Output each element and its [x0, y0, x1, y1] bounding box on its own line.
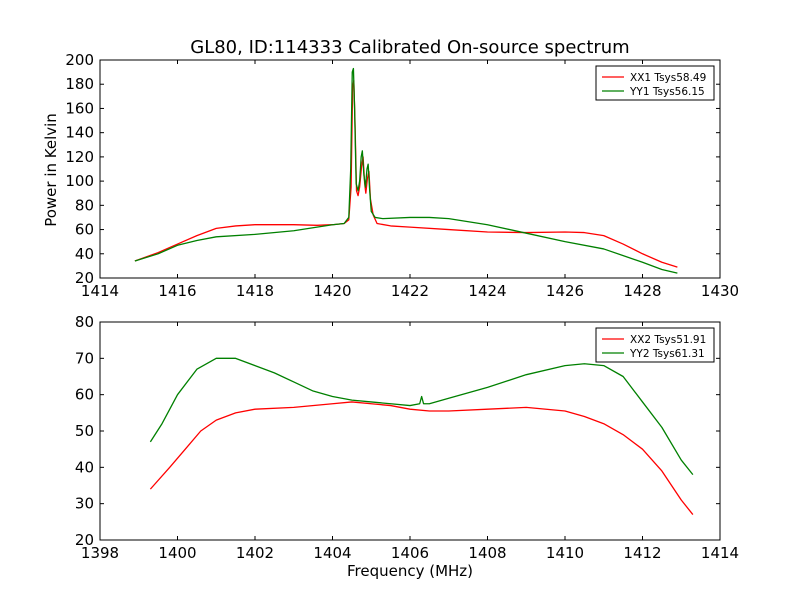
y-tick-label: 20 — [75, 531, 94, 549]
figure-title: GL80, ID:114333 Calibrated On-source spe… — [190, 37, 629, 58]
x-tick-label: 1430 — [701, 282, 739, 300]
y-tick-label: 80 — [75, 313, 94, 331]
y-tick-label: 50 — [75, 422, 94, 440]
x-tick-label: 1400 — [158, 544, 196, 562]
x-tick-label: 1402 — [236, 544, 274, 562]
x-tick-label: 1424 — [468, 282, 506, 300]
x-tick-label: 1408 — [468, 544, 506, 562]
top-plot: 1414 1416 1418 1420 1422 1424 1426 1428 1430 20 40… — [65, 51, 739, 300]
y-tick-label: 60 — [75, 221, 94, 239]
y-tick-label: 20 — [75, 269, 94, 287]
x-tick-label: 1428 — [623, 282, 661, 300]
x-tick-label: 1412 — [623, 544, 661, 562]
legend-entry: XX1 Tsys58.49 — [630, 72, 706, 84]
x-tick-label: 1416 — [158, 282, 196, 300]
series-line-2-1 — [149, 401, 694, 515]
y-tick-label: 100 — [65, 172, 94, 190]
legend-box — [595, 327, 715, 363]
legend-entry: YY1 Tsys56.15 — [629, 86, 705, 98]
y-tick-label: 40 — [75, 245, 94, 263]
x-tick-label: 1410 — [546, 544, 584, 562]
y-tick-label: 180 — [65, 75, 94, 93]
y-tick-label: 160 — [65, 99, 94, 117]
x-tick-label: 1414 — [701, 544, 739, 562]
y-tick-label: 70 — [75, 349, 94, 367]
y-tick-label: 200 — [65, 51, 94, 69]
legend-entry: YY2 Tsys61.31 — [629, 348, 705, 360]
x-tick-label: 1404 — [313, 544, 351, 562]
y-tick-label: 40 — [75, 458, 94, 476]
x-tick-label: 1406 — [391, 544, 429, 562]
legend-entry: XX2 Tsys51.91 — [630, 334, 706, 346]
x-tick-label: 1414 — [81, 282, 119, 300]
x-tick-label: 1422 — [391, 282, 429, 300]
legend-box — [595, 65, 715, 101]
y-tick-label: 60 — [75, 386, 94, 404]
x-tick-label: 1420 — [313, 282, 351, 300]
y-tick-label: 140 — [65, 124, 94, 142]
y-tick-label: 80 — [75, 196, 94, 214]
x-tick-label: 1418 — [236, 282, 274, 300]
series-line-1-1 — [134, 79, 678, 268]
series-line-1-2 — [134, 67, 678, 274]
series-line-2-2 — [149, 357, 694, 476]
bottom-plot: 1398 1400 1402 1404 1406 1408 1410 1412 1414 20 30… — [75, 313, 739, 562]
y-tick-label: 120 — [65, 148, 94, 166]
x-tick-label: 1398 — [81, 544, 119, 562]
x-tick-label: 1426 — [546, 282, 584, 300]
y-tick-label: 30 — [75, 495, 94, 513]
y-axis-label: Power in Kelvin — [42, 113, 60, 227]
x-axis-label: Frequency (MHz) — [347, 562, 473, 580]
